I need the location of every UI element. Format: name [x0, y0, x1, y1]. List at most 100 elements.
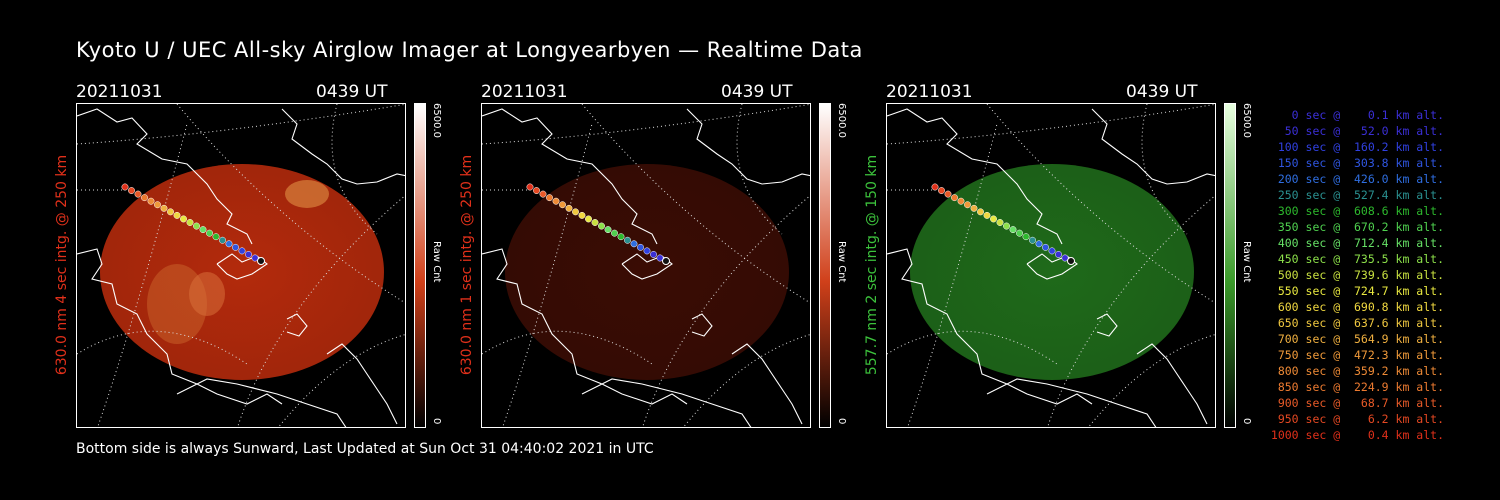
allsky-image	[887, 104, 1215, 427]
legend-entry: 150 sec @ 303.8 km alt.	[1270, 156, 1444, 170]
trajectory-point	[1022, 233, 1030, 241]
trajectory-point	[656, 254, 664, 262]
coastline	[77, 108, 253, 245]
grid-line	[482, 104, 810, 145]
grid-line	[237, 195, 405, 427]
trajectory-point	[1016, 229, 1023, 237]
trajectory-point	[141, 194, 148, 202]
grid-line	[1047, 195, 1215, 427]
coastline	[1136, 343, 1208, 425]
trajectory-point	[1042, 243, 1049, 251]
grid-line	[77, 104, 405, 145]
trajectory-point	[167, 208, 174, 216]
trajectory-point	[121, 183, 129, 191]
trajectory-point	[578, 211, 586, 219]
altitude-legend: 0 sec @ 0.1 km alt. 50 sec @ 52.0 km alt…	[1262, 107, 1444, 443]
footer-note: Bottom side is always Sunward, Last Upda…	[76, 441, 654, 457]
trajectory-point	[1009, 226, 1017, 234]
coastline	[887, 248, 1093, 405]
panel-side-label: 630.0 nm 1 sec intg. @ 250 km	[459, 154, 475, 376]
legend-entry: 550 sec @ 724.7 km alt.	[1270, 284, 1444, 298]
trajectory-point	[611, 229, 618, 237]
trajectory-point	[624, 236, 631, 244]
trajectory-point	[193, 222, 200, 230]
trajectory-point	[1055, 251, 1062, 258]
color-bar-min: 0	[836, 418, 847, 425]
allsky-image	[482, 104, 810, 427]
grid-line	[907, 123, 998, 427]
trajectory-point	[154, 201, 161, 209]
launch-site-marker	[662, 257, 670, 265]
grid-line	[77, 330, 248, 365]
trajectory-point	[996, 219, 1004, 226]
panel-time: 0439 UT	[721, 82, 793, 102]
coastline	[887, 108, 1063, 245]
trajectory-point	[1003, 222, 1010, 230]
legend-entry: 200 sec @ 426.0 km alt.	[1270, 172, 1444, 186]
trajectory-point	[630, 240, 638, 248]
grid-line	[986, 104, 1215, 304]
trajectory-point	[245, 251, 252, 258]
trajectory-point	[559, 201, 566, 209]
legend-entry: 1000 sec @ 0.4 km alt.	[1270, 428, 1444, 442]
legend-entry: 450 sec @ 735.5 km alt.	[1270, 252, 1444, 266]
trajectory-point	[206, 229, 213, 237]
color-bar	[414, 103, 426, 428]
trajectory-point	[637, 243, 644, 251]
trajectory-point	[251, 254, 259, 262]
trajectory-point	[173, 211, 181, 219]
legend-entry: 600 sec @ 690.8 km alt.	[1270, 300, 1444, 314]
coastline	[1096, 313, 1118, 337]
coastline	[286, 313, 308, 337]
grid-line	[887, 330, 1058, 365]
trajectory-point	[128, 187, 135, 195]
legend-entry: 950 sec @ 6.2 km alt.	[1270, 412, 1444, 426]
legend-entry: 350 sec @ 670.2 km alt.	[1270, 220, 1444, 234]
color-bar-unit: Raw Cnt	[836, 241, 847, 283]
color-bar-unit: Raw Cnt	[431, 241, 442, 283]
coastline	[986, 378, 1157, 427]
coastline	[482, 248, 688, 405]
sky-image	[910, 164, 1194, 380]
trajectory-point	[199, 226, 207, 234]
panel-time: 0439 UT	[1126, 82, 1198, 102]
coastline	[691, 313, 713, 337]
trajectory-point	[650, 251, 657, 258]
coastline	[581, 378, 752, 427]
trajectory-point	[1035, 240, 1043, 248]
trajectory-point	[604, 226, 612, 234]
legend-entry: 750 sec @ 472.3 km alt.	[1270, 348, 1444, 362]
color-bar-max: 6500.0	[836, 103, 847, 138]
trajectory-point	[552, 197, 560, 205]
trajectory-point	[598, 222, 605, 230]
trajectory-point	[1029, 236, 1036, 244]
allsky-image	[77, 104, 405, 427]
trajectory-point	[232, 243, 239, 251]
trajectory-point	[585, 215, 592, 223]
color-bar-unit: Raw Cnt	[1241, 241, 1252, 283]
color-bar	[819, 103, 831, 428]
trajectory-point	[212, 233, 220, 241]
trajectory-point	[565, 204, 573, 212]
grid-line	[502, 123, 593, 427]
coastline	[326, 343, 398, 425]
trajectory-point	[990, 215, 997, 223]
legend-entry: 300 sec @ 608.6 km alt.	[1270, 204, 1444, 218]
legend-entry: 700 sec @ 564.9 km alt.	[1270, 332, 1444, 346]
color-bar-min: 0	[431, 418, 442, 425]
launch-site-marker	[257, 257, 265, 265]
coastline	[216, 253, 268, 280]
panel-side-label: 557.7 nm 2 sec intg. @ 150 km	[864, 154, 880, 376]
allsky-image-panel	[886, 103, 1216, 428]
trajectory-point	[977, 208, 984, 216]
coastline	[281, 108, 405, 185]
color-bar	[1224, 103, 1236, 428]
trajectory-point	[970, 204, 978, 212]
coastline	[176, 378, 347, 427]
trajectory-point	[533, 187, 540, 195]
sky-image	[505, 164, 789, 380]
grid-line	[176, 104, 405, 304]
aurora-patch	[285, 180, 329, 208]
legend-entry: 50 sec @ 52.0 km alt.	[1270, 124, 1444, 138]
grid-line	[642, 195, 810, 427]
